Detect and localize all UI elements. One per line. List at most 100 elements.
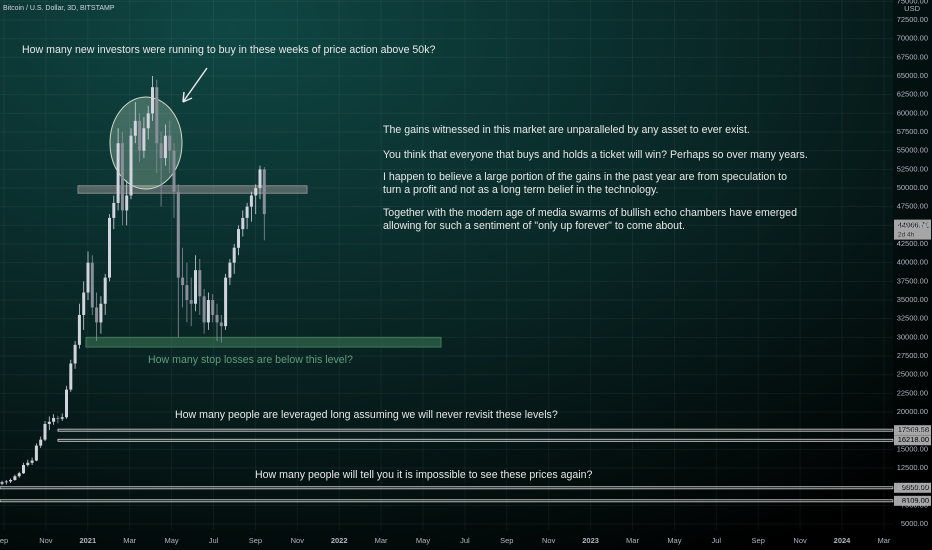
y-tick-label: 7500.00 bbox=[901, 500, 928, 509]
y-tick-label: 47500.00 bbox=[897, 202, 928, 211]
y-tick-label: 72500.00 bbox=[897, 15, 928, 24]
candle-body bbox=[211, 300, 215, 315]
y-tick-label: 12500.00 bbox=[897, 463, 928, 472]
y-tick-label: 30000.00 bbox=[897, 332, 928, 341]
y-tick-label: 25000.00 bbox=[897, 370, 928, 379]
y-tick-label: 5000.00 bbox=[901, 519, 928, 528]
countdown-label: 2d 4h bbox=[898, 231, 915, 238]
x-tick-label: Sep bbox=[752, 536, 765, 545]
level-line bbox=[57, 438, 894, 442]
candle-body bbox=[116, 143, 120, 203]
y-tick-label: 15000.00 bbox=[897, 444, 928, 453]
price-label-box bbox=[894, 425, 931, 436]
y-tick-label: 60000.00 bbox=[897, 108, 928, 117]
x-tick-label: Nov bbox=[291, 536, 305, 545]
y-tick-label: 67500.00 bbox=[897, 52, 928, 61]
x-tick-label: 2022 bbox=[331, 536, 348, 545]
candle-body bbox=[82, 292, 86, 315]
x-tick-label: 2021 bbox=[79, 536, 96, 545]
candle-body bbox=[34, 445, 38, 461]
candle-body bbox=[103, 277, 107, 304]
candle-body bbox=[258, 169, 262, 189]
price-axis bbox=[893, 0, 932, 550]
candle-body bbox=[60, 417, 64, 419]
annotation: I happen to believe a large portion of t… bbox=[383, 171, 787, 183]
y-tick-label: 57500.00 bbox=[897, 127, 928, 136]
candle-body bbox=[77, 314, 81, 345]
candle-body bbox=[219, 322, 223, 327]
candle-body bbox=[262, 169, 266, 215]
level-line bbox=[0, 499, 894, 503]
y-tick-label: 75000.00 bbox=[897, 0, 928, 5]
currency-label: USD bbox=[904, 4, 920, 13]
x-tick-label: Nov bbox=[542, 536, 556, 545]
candle-body bbox=[65, 389, 68, 418]
candle-body bbox=[47, 421, 51, 424]
price-label: 8109.00 bbox=[902, 496, 929, 505]
candle-body bbox=[133, 120, 137, 136]
last-price-box bbox=[894, 219, 931, 240]
candle-body bbox=[151, 87, 154, 114]
candle-body bbox=[163, 135, 167, 159]
candle-body bbox=[4, 481, 8, 483]
candle-body bbox=[146, 113, 150, 129]
y-tick-label: 22500.00 bbox=[897, 388, 928, 397]
candle-body bbox=[112, 202, 116, 218]
y-tick-label: 32500.00 bbox=[897, 314, 928, 323]
candle-body bbox=[13, 476, 17, 480]
x-tick-label: Nov bbox=[793, 536, 807, 545]
annotation: How many people are leveraged long assum… bbox=[175, 409, 558, 421]
annotation: allowing for such a sentiment of "only u… bbox=[383, 220, 685, 232]
candle-body bbox=[30, 460, 34, 463]
y-tick-label: 10000.00 bbox=[897, 482, 928, 491]
candle-body bbox=[224, 277, 228, 327]
level-line bbox=[0, 486, 894, 490]
price-label: 16218.00 bbox=[898, 435, 929, 444]
candle-body bbox=[181, 277, 185, 286]
x-tick-label: ep bbox=[0, 536, 8, 545]
candles bbox=[0, 76, 266, 486]
candle-body bbox=[232, 247, 236, 263]
grid bbox=[0, 0, 893, 530]
annotation: turn a profit and not as a long term bel… bbox=[383, 184, 658, 196]
zones bbox=[77, 185, 442, 348]
candle-body bbox=[26, 462, 30, 466]
candle-body bbox=[138, 120, 142, 151]
candle-body bbox=[129, 135, 133, 196]
candle-body bbox=[245, 206, 249, 218]
y-tick-label: 20000.00 bbox=[897, 407, 928, 416]
y-tick-label: 45000.00 bbox=[897, 220, 928, 229]
y-tick-label: 52500.00 bbox=[897, 164, 928, 173]
candle-body bbox=[39, 439, 43, 446]
candle-body bbox=[99, 303, 103, 323]
candle-body bbox=[237, 229, 240, 248]
price-label-box bbox=[894, 435, 931, 446]
x-tick-label: 2023 bbox=[582, 536, 599, 545]
y-tick-label: 27500.00 bbox=[897, 351, 928, 360]
candle-body bbox=[90, 262, 94, 308]
x-tick-label: Jul bbox=[460, 536, 470, 545]
y-tick-label: 50000.00 bbox=[897, 183, 928, 192]
y-tick-label: 42500.00 bbox=[897, 239, 928, 248]
arrow-head bbox=[182, 91, 193, 103]
candle-body bbox=[254, 188, 258, 196]
candle-body bbox=[0, 482, 4, 484]
annotation: Together with the modern age of media sw… bbox=[383, 207, 797, 219]
annotation: How many stop losses are below this leve… bbox=[148, 354, 353, 366]
candle-body bbox=[194, 270, 197, 304]
candle-body bbox=[249, 195, 253, 207]
candle-body bbox=[155, 87, 159, 144]
annotation: How many people will tell you it is impo… bbox=[255, 469, 593, 481]
annotation: How many new investors were running to b… bbox=[22, 44, 435, 56]
candle-body bbox=[228, 262, 232, 278]
y-tick-label: 37500.00 bbox=[897, 276, 928, 285]
candle-body bbox=[95, 307, 99, 323]
x-tick-label: Mar bbox=[123, 536, 136, 545]
x-tick-label: Jul bbox=[209, 536, 219, 545]
y-tick-label: 62500.00 bbox=[897, 90, 928, 99]
y-tick-label: 55000.00 bbox=[897, 146, 928, 155]
candle-body bbox=[22, 465, 25, 474]
